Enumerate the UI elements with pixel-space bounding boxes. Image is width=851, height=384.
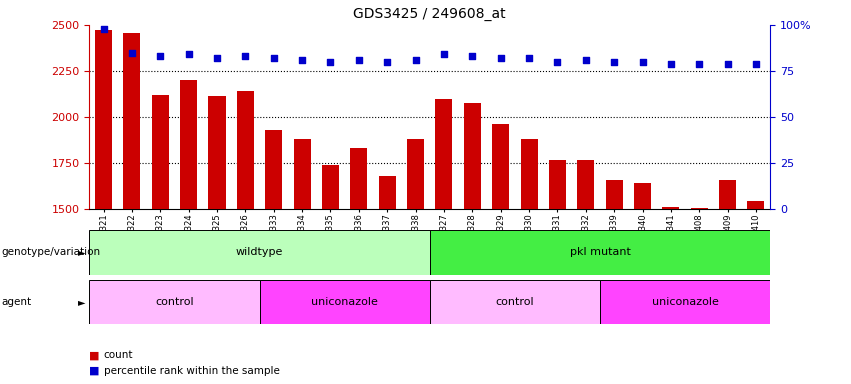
- Bar: [89, 230, 430, 275]
- Text: uniconazole: uniconazole: [652, 297, 718, 308]
- Point: [465, 53, 479, 60]
- Point: [267, 55, 281, 61]
- Point: [721, 61, 734, 67]
- Bar: [436, 99, 453, 209]
- Bar: [379, 176, 396, 209]
- Bar: [549, 159, 566, 209]
- Bar: [180, 80, 197, 209]
- Bar: [634, 184, 651, 209]
- Bar: [521, 139, 538, 209]
- Text: control: control: [495, 297, 534, 308]
- Point: [238, 53, 252, 60]
- Bar: [294, 139, 311, 209]
- Point: [352, 57, 366, 63]
- Bar: [747, 201, 764, 209]
- Bar: [600, 280, 770, 324]
- Point: [437, 51, 451, 58]
- Bar: [266, 130, 283, 209]
- Text: uniconazole: uniconazole: [311, 297, 378, 308]
- Point: [494, 55, 507, 61]
- Point: [408, 57, 422, 63]
- Text: wildtype: wildtype: [236, 247, 283, 258]
- Text: ■: ■: [89, 350, 100, 360]
- Text: pkl mutant: pkl mutant: [569, 247, 631, 258]
- Bar: [237, 91, 254, 209]
- Bar: [351, 149, 368, 209]
- Text: ►: ►: [77, 247, 85, 258]
- Text: count: count: [104, 350, 134, 360]
- Point: [693, 61, 706, 67]
- Point: [182, 51, 196, 58]
- Text: percentile rank within the sample: percentile rank within the sample: [104, 366, 280, 376]
- Bar: [151, 95, 168, 209]
- Bar: [430, 280, 600, 324]
- Point: [380, 59, 394, 65]
- Point: [295, 57, 309, 63]
- Text: genotype/variation: genotype/variation: [2, 247, 100, 258]
- Text: agent: agent: [2, 297, 31, 308]
- Title: GDS3425 / 249608_at: GDS3425 / 249608_at: [353, 7, 506, 21]
- Point: [551, 59, 564, 65]
- Bar: [492, 124, 509, 209]
- Bar: [606, 180, 623, 209]
- Bar: [464, 103, 481, 209]
- Point: [97, 26, 111, 32]
- Point: [153, 53, 167, 60]
- Text: ■: ■: [89, 366, 100, 376]
- Point: [523, 55, 536, 61]
- Bar: [89, 280, 260, 324]
- Point: [210, 55, 224, 61]
- Bar: [577, 159, 594, 209]
- Bar: [260, 280, 430, 324]
- Bar: [430, 230, 770, 275]
- Bar: [95, 30, 112, 209]
- Text: control: control: [155, 297, 194, 308]
- Point: [608, 59, 621, 65]
- Bar: [322, 165, 339, 209]
- Bar: [208, 96, 226, 209]
- Bar: [123, 33, 140, 209]
- Bar: [719, 180, 736, 209]
- Point: [323, 59, 337, 65]
- Point: [125, 50, 139, 56]
- Bar: [662, 207, 679, 209]
- Point: [749, 61, 762, 67]
- Point: [636, 59, 649, 65]
- Bar: [407, 139, 424, 209]
- Point: [579, 57, 592, 63]
- Point: [664, 61, 677, 67]
- Text: ►: ►: [77, 297, 85, 308]
